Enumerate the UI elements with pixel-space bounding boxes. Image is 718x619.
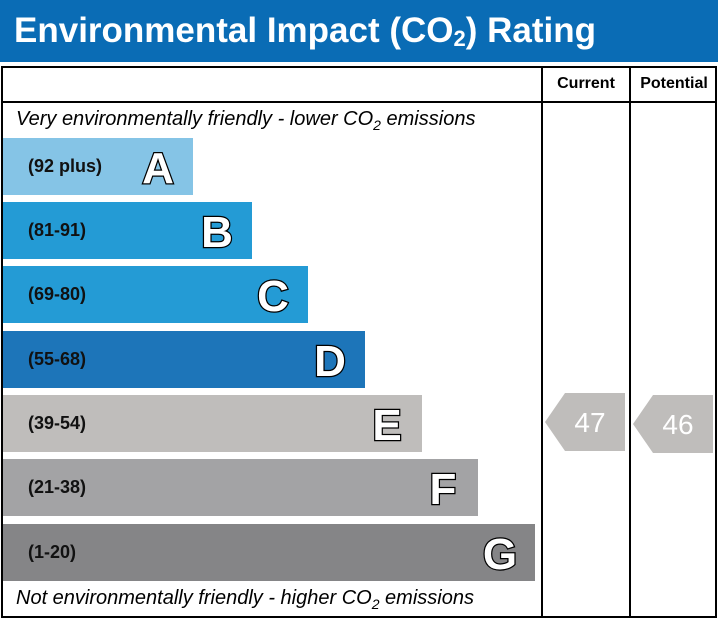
bottom-note: Not environmentally friendly - higher CO… — [16, 587, 474, 612]
band-letter: D — [313, 337, 347, 383]
divider — [1, 101, 717, 103]
divider — [629, 66, 631, 618]
svg-text:E: E — [372, 401, 401, 447]
band-f: (21-38) F — [3, 459, 478, 516]
band-e: (39-54) E — [3, 395, 422, 452]
band-range: (21-38) — [28, 477, 87, 497]
potential-arrow: 46 — [633, 395, 713, 458]
band-range: (81-91) — [28, 220, 87, 240]
band-range: (92 plus) — [28, 156, 103, 176]
band-letter: B — [200, 208, 234, 254]
band-letter: C — [256, 272, 290, 318]
band-letter: E — [371, 401, 403, 447]
band-letter: F — [428, 465, 457, 511]
top-note: Very environmentally friendly - lower CO… — [16, 108, 476, 133]
band-a: (92 plus) A — [3, 138, 193, 195]
band-range: (1-20) — [28, 542, 77, 562]
band-d: (55-68) D — [3, 331, 365, 388]
svg-text:47: 47 — [574, 407, 605, 438]
current-arrow: 47 — [545, 393, 625, 456]
svg-text:46: 46 — [662, 409, 693, 440]
rating-table — [1, 66, 717, 618]
current-header: Current — [557, 75, 615, 92]
svg-text:D: D — [314, 337, 346, 383]
band-range: (69-80) — [28, 284, 87, 304]
svg-text:A: A — [142, 144, 174, 190]
svg-text:B: B — [201, 208, 233, 254]
divider — [541, 66, 543, 618]
band-b: (81-91) B — [3, 202, 252, 259]
svg-text:G: G — [483, 530, 517, 576]
svg-text:C: C — [257, 272, 289, 318]
band-g: (1-20) G — [3, 524, 535, 581]
page-title: Environmental Impact (CO2) Rating — [0, 0, 718, 62]
band-range: (39-54) — [28, 413, 87, 433]
band-range: (55-68) — [28, 349, 87, 369]
band-letter: G — [482, 530, 519, 576]
potential-header: Potential — [640, 75, 708, 92]
svg-text:F: F — [430, 465, 457, 511]
band-letter: A — [141, 144, 175, 190]
band-c: (69-80) C — [3, 266, 308, 323]
